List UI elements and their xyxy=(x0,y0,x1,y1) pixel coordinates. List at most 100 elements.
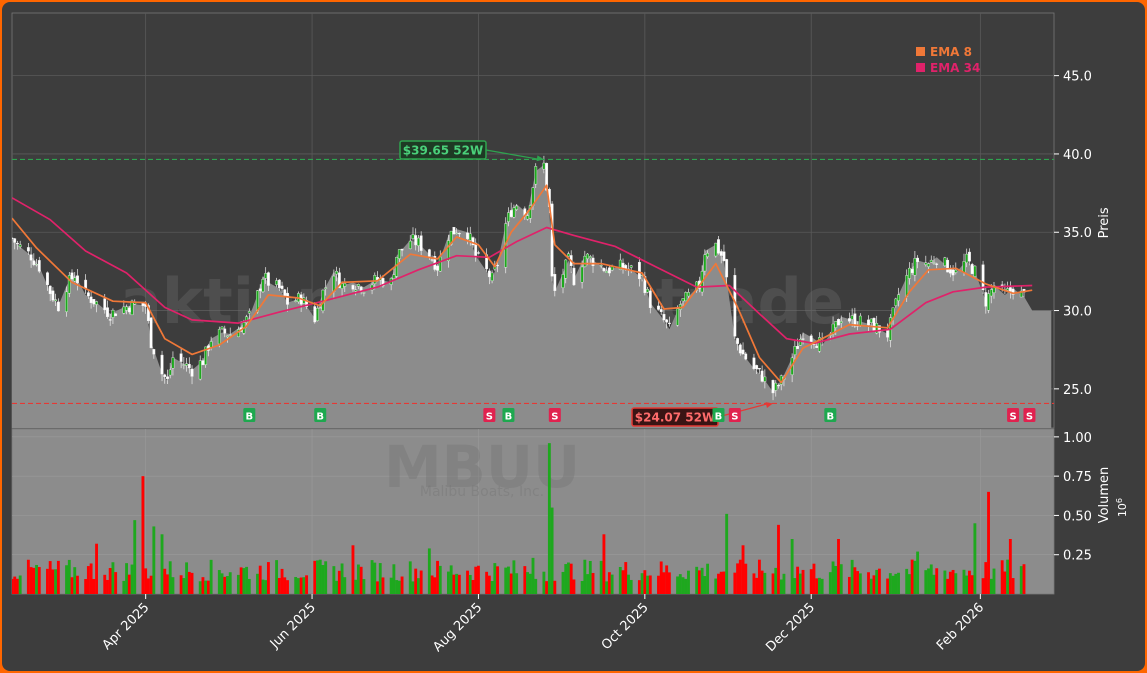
volume-bar xyxy=(951,569,955,594)
signal-letter: B xyxy=(715,412,723,423)
signal-box xyxy=(502,408,515,422)
candle-body xyxy=(201,360,205,366)
volume-bar xyxy=(550,507,554,594)
signal-box xyxy=(314,408,327,422)
candle-body xyxy=(553,274,557,291)
candle-body xyxy=(629,265,633,268)
candle-body xyxy=(256,290,259,313)
volume-bar xyxy=(834,565,838,594)
volume-bar xyxy=(430,575,434,594)
volume-bar xyxy=(18,575,22,594)
volume-bar xyxy=(676,576,680,594)
candle-body xyxy=(318,307,322,309)
volume-bar xyxy=(697,570,701,594)
volume-bar xyxy=(515,573,519,594)
volume-bar xyxy=(627,574,630,594)
candle-body xyxy=(908,267,911,279)
volume-bar xyxy=(160,534,164,594)
price-axis: 25.0 30.0 35.0 40.0 45.0 xyxy=(1054,70,1092,398)
volume-bar xyxy=(809,569,813,594)
signal-letter: B xyxy=(246,412,254,423)
price-tick-label: 25.0 xyxy=(1063,383,1092,398)
ema-lines xyxy=(12,184,1033,384)
volume-bar xyxy=(245,566,249,594)
volume-bar xyxy=(725,513,729,594)
volume-bar xyxy=(924,570,928,594)
volume-bar xyxy=(981,578,985,594)
volume-bar xyxy=(163,568,167,594)
volume-bar xyxy=(152,526,156,594)
signal-letter: S xyxy=(731,412,738,423)
candle-body xyxy=(373,275,377,284)
candle-body xyxy=(681,298,685,302)
volume-bar xyxy=(373,562,377,594)
volume-bar xyxy=(321,565,325,594)
signal-letter: B xyxy=(316,412,324,423)
candle-body xyxy=(850,315,854,320)
volume-bar xyxy=(602,534,606,594)
candle-body xyxy=(992,285,996,293)
high-52w-label: $39.65 52W xyxy=(399,140,544,162)
volume-bar xyxy=(744,563,748,594)
volume-bar xyxy=(815,578,819,594)
volume-bar xyxy=(610,574,614,594)
candle-body xyxy=(286,292,289,305)
signal-sell: S xyxy=(1007,408,1020,423)
volume-bar xyxy=(591,572,595,594)
volume-bar xyxy=(51,569,55,594)
volume-bar xyxy=(324,561,328,594)
candle-body xyxy=(127,307,131,313)
volume-bar xyxy=(905,568,909,594)
candle-body xyxy=(275,280,278,285)
candle-body xyxy=(354,289,358,292)
candle-body xyxy=(171,357,175,369)
volume-bar xyxy=(793,578,797,594)
volume-bar xyxy=(970,575,974,594)
signal-box xyxy=(824,408,837,422)
candle-body xyxy=(457,232,461,235)
volume-bar xyxy=(583,559,587,594)
volume-bar xyxy=(534,578,538,594)
candle-body xyxy=(103,298,107,311)
candle-body xyxy=(586,253,589,259)
volume-bar xyxy=(817,577,821,594)
candle-body xyxy=(564,259,568,279)
volume-bar xyxy=(149,575,153,594)
signal-letter: S xyxy=(486,412,493,423)
candle-body xyxy=(76,275,79,284)
candle-body xyxy=(853,313,857,327)
volume-axis-label: Volumen xyxy=(1097,467,1112,524)
volume-bar xyxy=(910,559,914,594)
candle-body xyxy=(848,318,851,322)
volume-bar xyxy=(752,573,756,594)
candle-body xyxy=(397,249,401,259)
legend-label-ema-34: EMA 34 xyxy=(930,61,980,75)
candle-body xyxy=(408,240,412,249)
candle-body xyxy=(26,247,30,252)
candle-body xyxy=(722,251,726,261)
candle-body xyxy=(872,317,876,332)
candle-body xyxy=(572,267,576,286)
candle-body xyxy=(924,262,928,265)
volume-bar xyxy=(872,575,876,594)
candle-body xyxy=(343,283,347,287)
volume-bar xyxy=(962,569,966,594)
candle-body xyxy=(987,293,990,311)
candle-body xyxy=(935,263,939,265)
volume-bar xyxy=(417,578,420,594)
volume-bar xyxy=(946,578,950,594)
volume-bar xyxy=(414,568,418,594)
volume-bar xyxy=(332,566,336,594)
candle-body xyxy=(114,313,118,317)
volume-bar xyxy=(507,566,510,594)
volume-bar xyxy=(452,574,456,594)
volume-bar xyxy=(408,561,412,594)
candle-body xyxy=(163,374,167,377)
candle-body xyxy=(436,265,439,271)
volume-bar xyxy=(485,571,489,594)
volume-bar xyxy=(659,561,663,594)
candle-body xyxy=(179,353,183,362)
candle-body xyxy=(209,341,213,348)
candle-body xyxy=(392,274,396,279)
candle-body xyxy=(247,311,251,314)
